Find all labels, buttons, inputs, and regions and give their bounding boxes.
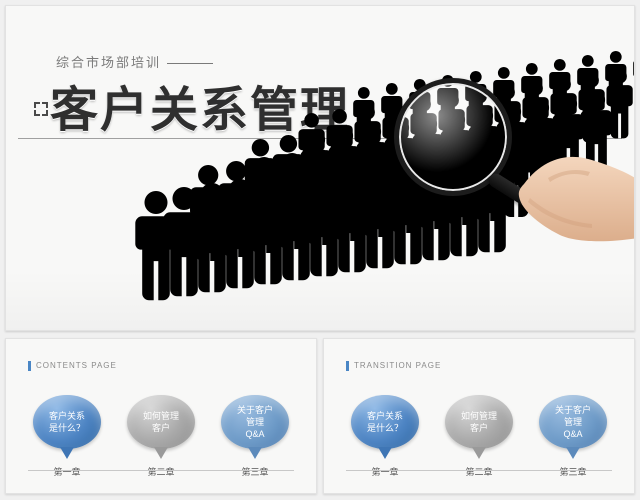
divider	[18, 138, 622, 139]
person-icon	[523, 99, 558, 186]
person-icon	[273, 171, 319, 286]
person-icon	[244, 157, 284, 258]
chapter-bubble: 客户关系是什么？	[33, 395, 101, 449]
chapter-pin: 关于客户管理Q&A 第三章	[216, 395, 294, 478]
person-icon	[327, 127, 362, 214]
chapter-pin: 客户关系是什么？ 第一章	[28, 395, 106, 478]
person-icon	[188, 165, 228, 266]
person-icon	[633, 65, 635, 138]
chapter-label: 第三章	[559, 465, 586, 478]
chapter-bubble: 如何管理客户	[445, 395, 513, 449]
thumb-label: CONTENTS PAGE	[28, 361, 117, 371]
chapter-pin: 如何管理客户第二章	[440, 395, 518, 478]
person-icon	[161, 187, 207, 302]
baseline	[346, 470, 612, 471]
person-icon	[243, 139, 278, 226]
person-icon	[189, 183, 235, 298]
person-icon	[549, 77, 578, 150]
person-icon	[300, 149, 340, 250]
title-slide: 综合市场部培训 客户关系管理	[5, 5, 635, 331]
person-icon	[271, 135, 306, 222]
person-icon	[245, 175, 291, 290]
chapter-pin: 关于客户管理Q&A 第三章	[534, 395, 612, 478]
person-icon	[356, 141, 396, 242]
person-icon	[353, 105, 382, 178]
person-icon	[216, 161, 256, 262]
person-icon	[520, 63, 544, 122]
chapter-label: 第二章	[465, 465, 492, 478]
person-icon	[328, 145, 368, 246]
chapter-label: 第三章	[241, 465, 268, 478]
thumb-row: 客户关系是什么？第一章如何管理客户第二章关于客户管理Q&A第三章	[324, 395, 634, 478]
transition-thumbnail: TRANSITION PAGE客户关系是什么？第一章如何管理客户第二章关于客户管…	[323, 338, 635, 494]
baseline	[28, 470, 294, 471]
person-icon	[301, 167, 347, 282]
person-icon	[217, 179, 263, 294]
slide-title: 客户关系管理	[50, 70, 350, 140]
person-icon	[632, 47, 635, 106]
person-icon	[133, 191, 179, 306]
chapter-bubble: 客户关系是什么？	[351, 395, 419, 449]
thumb-label-text: TRANSITION PAGE	[354, 361, 441, 370]
person-icon	[299, 131, 334, 218]
person-icon	[329, 163, 375, 278]
magnifier-icon	[394, 78, 512, 196]
person-icon	[272, 153, 312, 254]
person-icon	[579, 91, 614, 178]
person-icon	[521, 81, 550, 154]
person-icon	[577, 73, 606, 146]
person-icon	[604, 51, 628, 110]
chapter-pin: 客户关系是什么？ 第一章	[346, 395, 424, 478]
chapter-label: 第二章	[147, 465, 174, 478]
chapter-bubble: 关于客户管理Q&A	[539, 395, 607, 449]
thumb-label-text: CONTENTS PAGE	[36, 361, 117, 370]
chapter-pin: 如何管理客户第二章	[122, 395, 200, 478]
chapter-bubble: 关于客户管理Q&A	[221, 395, 289, 449]
slide-subtitle: 综合市场部培训	[56, 52, 213, 71]
person-icon	[548, 59, 572, 118]
person-icon	[576, 55, 600, 114]
chapter-label: 第一章	[53, 465, 80, 478]
chapter-bubble: 如何管理客户	[127, 395, 195, 449]
person-icon	[355, 123, 390, 210]
thumb-row: 客户关系是什么？第一章如何管理客户第二章关于客户管理Q&A第三章	[6, 395, 316, 478]
chapter-label: 第一章	[371, 465, 398, 478]
focus-mark-icon	[34, 102, 48, 116]
person-icon	[605, 69, 634, 142]
thumb-label: TRANSITION PAGE	[346, 361, 441, 371]
contents-thumbnail: CONTENTS PAGE客户关系是什么？第一章如何管理客户第二章关于客户管理Q…	[5, 338, 317, 494]
